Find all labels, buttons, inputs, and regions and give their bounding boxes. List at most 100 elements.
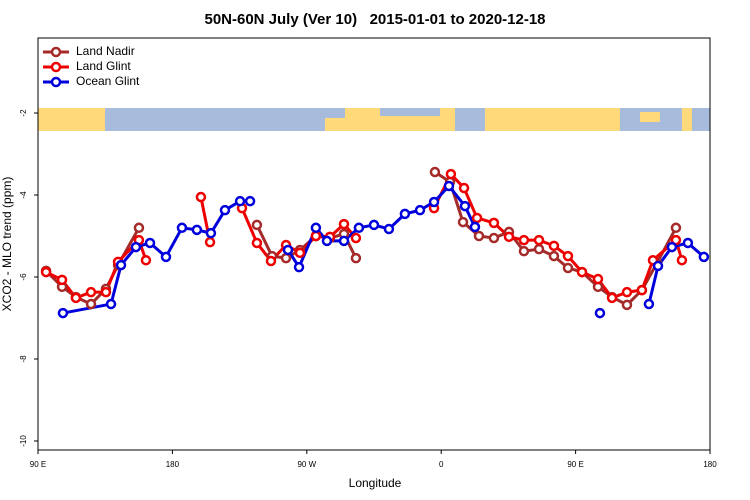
point bbox=[643, 298, 655, 310]
point bbox=[205, 227, 217, 239]
point bbox=[251, 237, 263, 249]
point bbox=[548, 240, 560, 252]
point bbox=[105, 298, 117, 310]
point bbox=[219, 204, 231, 216]
point bbox=[429, 166, 441, 178]
point bbox=[310, 230, 322, 242]
point bbox=[251, 219, 263, 231]
point bbox=[414, 204, 426, 216]
legend-marker bbox=[50, 76, 62, 88]
point bbox=[488, 217, 500, 229]
point bbox=[459, 200, 471, 212]
point bbox=[457, 216, 469, 228]
chart-title: 50N-60N July (Ver 10) 2015-01-01 to 2020… bbox=[204, 11, 545, 28]
point bbox=[469, 221, 481, 233]
point bbox=[234, 195, 246, 207]
point bbox=[338, 218, 350, 230]
legend-label: Land Glint bbox=[76, 59, 131, 73]
series-line bbox=[45, 172, 684, 300]
point bbox=[144, 237, 156, 249]
x-tick-label: 90 E bbox=[30, 460, 46, 469]
point bbox=[562, 262, 574, 274]
point bbox=[176, 222, 188, 234]
x-tick-label: 180 bbox=[703, 460, 717, 469]
x-tick-label: 90 W bbox=[297, 460, 316, 469]
point bbox=[265, 255, 277, 267]
point bbox=[503, 231, 515, 243]
point bbox=[282, 244, 294, 256]
point bbox=[666, 241, 678, 253]
x-tick-label: 90 E bbox=[567, 460, 583, 469]
point bbox=[130, 241, 142, 253]
map-strip bbox=[38, 108, 710, 131]
point bbox=[85, 286, 97, 298]
point bbox=[682, 237, 694, 249]
point bbox=[338, 235, 350, 247]
point bbox=[56, 274, 68, 286]
point bbox=[562, 250, 574, 262]
point bbox=[488, 232, 500, 244]
point bbox=[368, 219, 380, 231]
point bbox=[244, 195, 256, 207]
point bbox=[160, 251, 172, 263]
point bbox=[191, 224, 203, 236]
legend-marker bbox=[50, 46, 62, 58]
point bbox=[204, 236, 216, 248]
point bbox=[518, 234, 530, 246]
legend-marker bbox=[50, 61, 62, 73]
legend-label: Ocean Glint bbox=[76, 74, 140, 88]
point bbox=[473, 230, 485, 242]
point bbox=[676, 254, 688, 266]
point bbox=[40, 266, 52, 278]
x-tick-label: 180 bbox=[166, 460, 180, 469]
point bbox=[670, 222, 682, 234]
y-tick-label: -2 bbox=[19, 109, 28, 117]
point bbox=[133, 222, 145, 234]
point bbox=[57, 307, 69, 319]
point bbox=[85, 298, 97, 310]
y-tick-label: -6 bbox=[19, 273, 28, 281]
point bbox=[458, 182, 470, 194]
point bbox=[350, 252, 362, 264]
point bbox=[399, 208, 411, 220]
point bbox=[310, 222, 322, 234]
point bbox=[294, 247, 306, 259]
point bbox=[195, 191, 207, 203]
point bbox=[636, 284, 648, 296]
point bbox=[350, 232, 362, 244]
point bbox=[533, 243, 545, 255]
y-tick-label: -4 bbox=[19, 191, 28, 199]
x-tick-label: 0 bbox=[439, 460, 444, 469]
point bbox=[548, 250, 560, 262]
y-tick-label: -8 bbox=[19, 355, 28, 363]
point bbox=[383, 223, 395, 235]
x-axis-label: Longitude bbox=[349, 476, 402, 490]
point bbox=[621, 299, 633, 311]
plot-frame bbox=[37, 37, 711, 451]
point bbox=[70, 292, 82, 304]
point bbox=[428, 196, 440, 208]
legend-label: Land Nadir bbox=[76, 44, 135, 58]
point bbox=[443, 180, 455, 192]
point bbox=[471, 212, 483, 224]
point bbox=[115, 259, 127, 271]
point bbox=[621, 286, 633, 298]
point bbox=[606, 292, 618, 304]
point bbox=[293, 261, 305, 273]
y-axis-label: XCO2 - MLO trend (ppm) bbox=[0, 177, 14, 312]
point bbox=[518, 245, 530, 257]
point bbox=[321, 235, 333, 247]
point bbox=[652, 260, 664, 272]
point bbox=[445, 168, 457, 180]
point bbox=[100, 286, 112, 298]
point bbox=[280, 252, 292, 264]
point bbox=[592, 273, 604, 285]
point bbox=[353, 222, 365, 234]
point bbox=[140, 254, 152, 266]
point bbox=[698, 251, 710, 263]
y-tick-label: -10 bbox=[19, 435, 28, 447]
point bbox=[594, 307, 606, 319]
point bbox=[576, 266, 588, 278]
point bbox=[533, 234, 545, 246]
